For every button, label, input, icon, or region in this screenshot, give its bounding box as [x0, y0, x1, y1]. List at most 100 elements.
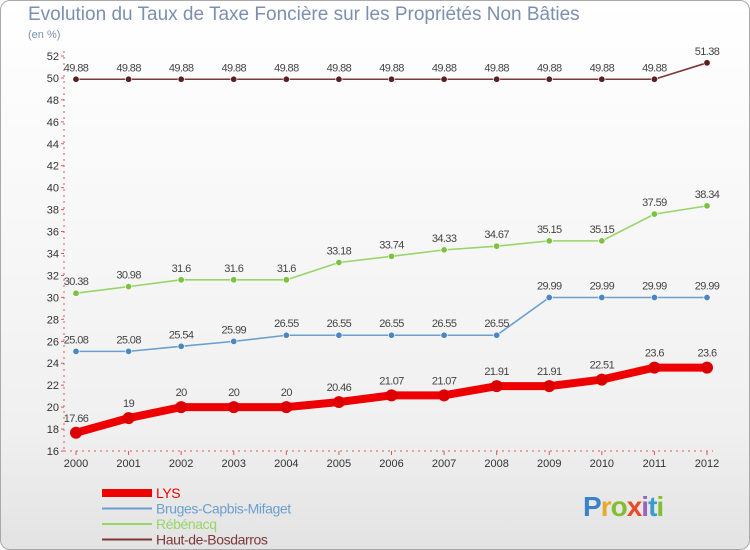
y-tick-label: 34	[47, 249, 59, 261]
data-point	[177, 342, 185, 350]
data-point	[282, 75, 290, 83]
y-tick-label: 50	[47, 73, 59, 85]
y-tick-label: 44	[47, 139, 59, 151]
y-tick-label: 36	[47, 227, 59, 239]
y-tick-label: 20	[47, 402, 59, 414]
data-label: 30.98	[116, 270, 141, 282]
legend-label: LYS	[156, 485, 180, 501]
data-point	[595, 373, 608, 386]
data-point	[385, 389, 398, 402]
data-label: 26.55	[327, 318, 352, 330]
x-tick-label: 2001	[116, 458, 140, 470]
data-point	[175, 401, 188, 414]
data-label: 30.38	[64, 276, 89, 288]
data-point	[650, 293, 658, 301]
data-label: 49.88	[116, 62, 141, 74]
data-point	[440, 75, 448, 83]
data-point	[335, 258, 343, 266]
data-label: 33.74	[379, 239, 404, 251]
data-point	[387, 252, 395, 260]
legend-label: Bruges-Capbis-Mifaget	[156, 501, 291, 517]
data-point	[703, 59, 711, 67]
data-label: 26.55	[484, 318, 509, 330]
data-point	[545, 237, 553, 245]
data-point	[387, 331, 395, 339]
data-label: 21.07	[379, 375, 404, 387]
logo-letter: i	[641, 491, 649, 522]
data-label: 49.88	[274, 62, 299, 74]
data-label: 29.99	[537, 280, 562, 292]
data-label: 26.55	[432, 318, 457, 330]
data-point	[493, 75, 501, 83]
data-label: 49.88	[379, 62, 404, 74]
x-tick-label: 2003	[222, 458, 246, 470]
y-tick-label: 52	[47, 51, 59, 63]
data-point	[545, 293, 553, 301]
data-label: 19	[123, 398, 135, 410]
y-tick-label: 24	[47, 358, 59, 370]
data-label: 20	[176, 387, 188, 399]
x-tick-label: 2011	[643, 458, 667, 470]
data-point	[125, 283, 133, 291]
data-label: 26.55	[379, 318, 404, 330]
data-label: 35.15	[590, 224, 615, 236]
data-label: 49.88	[590, 62, 615, 74]
data-label: 21.91	[484, 366, 509, 378]
data-point	[230, 276, 238, 284]
data-label: 20	[228, 387, 240, 399]
data-point	[438, 389, 451, 402]
legend-label: Haut-de-Bosdarros	[156, 532, 268, 548]
data-label: 20.46	[327, 382, 352, 394]
y-tick-label: 26	[47, 336, 59, 348]
logo-letter: i	[656, 491, 664, 522]
data-label: 49.88	[64, 62, 89, 74]
data-point	[493, 331, 501, 339]
y-tick-label: 22	[47, 380, 59, 392]
data-label: 26.55	[274, 318, 299, 330]
legend-label: Rébénacq	[156, 516, 217, 532]
data-label: 49.88	[327, 62, 352, 74]
data-point	[230, 337, 238, 345]
y-tick-label: 48	[47, 95, 59, 107]
data-point	[598, 293, 606, 301]
data-label: 21.91	[537, 366, 562, 378]
data-point	[280, 401, 293, 414]
data-point	[440, 331, 448, 339]
x-tick-label: 2007	[432, 458, 456, 470]
data-point	[598, 75, 606, 83]
data-label: 29.99	[695, 280, 720, 292]
data-label: 23.6	[645, 348, 664, 360]
data-point	[598, 237, 606, 245]
data-point	[125, 347, 133, 355]
logo-letter: r	[600, 491, 612, 522]
data-point	[703, 202, 711, 210]
data-point	[335, 331, 343, 339]
data-label: 51.38	[695, 46, 720, 58]
data-label: 49.88	[221, 62, 246, 74]
data-label: 25.08	[64, 334, 89, 346]
proxiti-logo: Proxiti	[583, 491, 664, 523]
logo-letter: o	[610, 491, 628, 522]
data-label: 34.33	[432, 233, 457, 245]
data-point	[227, 401, 240, 414]
data-point	[125, 75, 133, 83]
data-point	[440, 246, 448, 254]
x-tick-label: 2000	[64, 458, 88, 470]
data-label: 49.88	[642, 62, 667, 74]
unit-label: (en %)	[28, 29, 61, 41]
data-point	[387, 75, 395, 83]
data-point	[230, 75, 238, 83]
y-tick-label: 46	[47, 117, 59, 129]
data-label: 33.18	[327, 245, 352, 257]
chart-title: Evolution du Taux de Taxe Foncière sur l…	[28, 4, 580, 25]
data-label: 34.67	[484, 229, 509, 241]
data-label: 29.99	[590, 280, 615, 292]
y-tick-label: 28	[47, 314, 59, 326]
data-point	[490, 380, 503, 393]
data-point	[650, 75, 658, 83]
data-label: 38.34	[695, 189, 720, 201]
data-point	[282, 331, 290, 339]
x-tick-label: 2010	[590, 458, 614, 470]
